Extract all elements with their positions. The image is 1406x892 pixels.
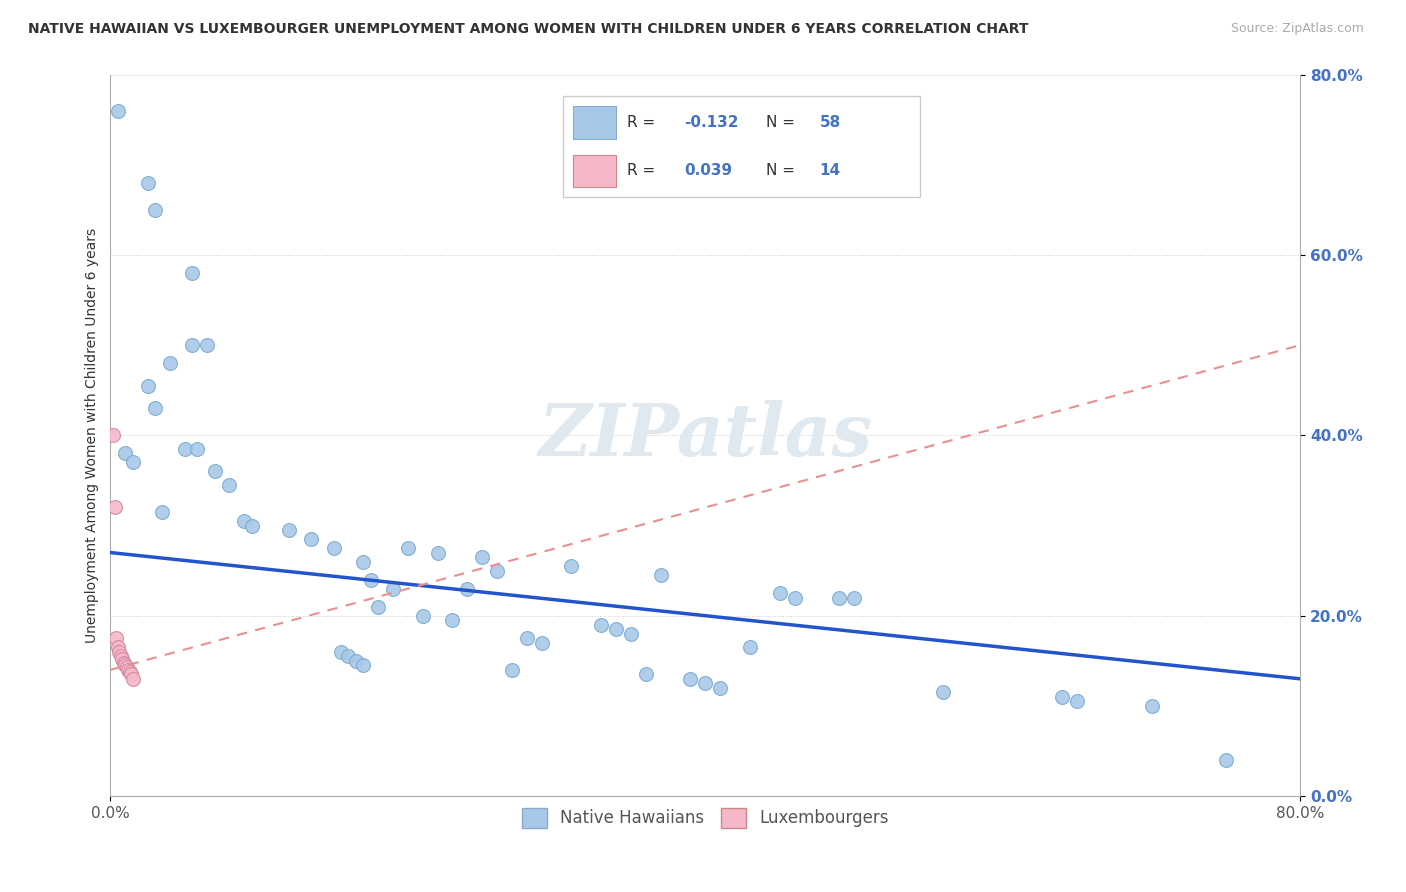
Point: [159, 356, 181, 370]
Point: [143, 202, 166, 217]
Point: [501, 663, 523, 677]
Point: [1066, 694, 1088, 708]
Point: [679, 672, 702, 686]
Point: [103, 428, 125, 442]
Point: [152, 505, 174, 519]
Point: [360, 573, 382, 587]
Legend: Native Hawaiians, Luxembourgers: Native Hawaiians, Luxembourgers: [515, 801, 896, 835]
Point: [591, 617, 613, 632]
Text: Source: ZipAtlas.com: Source: ZipAtlas.com: [1230, 22, 1364, 36]
Point: [277, 523, 299, 537]
Point: [181, 338, 204, 352]
Point: [1215, 753, 1237, 767]
Point: [114, 658, 136, 673]
Point: [344, 654, 367, 668]
Point: [412, 608, 434, 623]
Point: [136, 176, 159, 190]
Point: [352, 658, 374, 673]
Point: [441, 613, 464, 627]
Point: [181, 266, 204, 280]
Point: [143, 401, 166, 416]
Point: [114, 446, 136, 460]
Point: [108, 645, 131, 659]
Point: [111, 652, 134, 666]
Point: [650, 568, 672, 582]
Point: [486, 564, 509, 578]
Y-axis label: Unemployment Among Women with Children Under 6 years: Unemployment Among Women with Children U…: [86, 227, 100, 643]
Point: [204, 464, 226, 478]
Point: [352, 555, 374, 569]
Point: [828, 591, 851, 605]
Point: [842, 591, 865, 605]
Point: [105, 632, 128, 646]
Point: [112, 656, 135, 670]
Point: [367, 599, 389, 614]
Point: [1052, 690, 1074, 704]
Point: [329, 645, 352, 659]
Point: [560, 559, 582, 574]
Point: [121, 455, 143, 469]
Point: [634, 667, 657, 681]
Point: [1140, 698, 1163, 713]
Point: [117, 663, 139, 677]
Point: [173, 442, 195, 456]
Point: [136, 378, 159, 392]
Point: [382, 582, 405, 596]
Point: [709, 681, 731, 695]
Point: [620, 626, 643, 640]
Point: [783, 591, 806, 605]
Point: [695, 676, 717, 690]
Text: NATIVE HAWAIIAN VS LUXEMBOURGER UNEMPLOYMENT AMONG WOMEN WITH CHILDREN UNDER 6 Y: NATIVE HAWAIIAN VS LUXEMBOURGER UNEMPLOY…: [28, 22, 1029, 37]
Point: [456, 582, 478, 596]
Point: [186, 442, 208, 456]
Point: [322, 541, 344, 555]
Point: [738, 640, 761, 655]
Point: [530, 636, 553, 650]
Point: [233, 514, 256, 528]
Point: [337, 649, 360, 664]
Point: [107, 640, 129, 655]
Point: [115, 660, 138, 674]
Point: [110, 649, 132, 664]
Point: [121, 672, 143, 686]
Point: [932, 685, 955, 699]
Point: [769, 586, 792, 600]
Point: [107, 103, 129, 118]
Point: [516, 632, 538, 646]
Point: [104, 500, 127, 515]
Point: [195, 338, 218, 352]
Point: [240, 518, 263, 533]
Point: [396, 541, 419, 555]
Point: [605, 622, 627, 636]
Text: ZIPatlas: ZIPatlas: [538, 400, 872, 471]
Point: [471, 550, 494, 565]
Point: [299, 532, 322, 546]
Point: [218, 478, 240, 492]
Point: [426, 545, 449, 559]
Point: [120, 667, 142, 681]
Point: [118, 665, 141, 679]
